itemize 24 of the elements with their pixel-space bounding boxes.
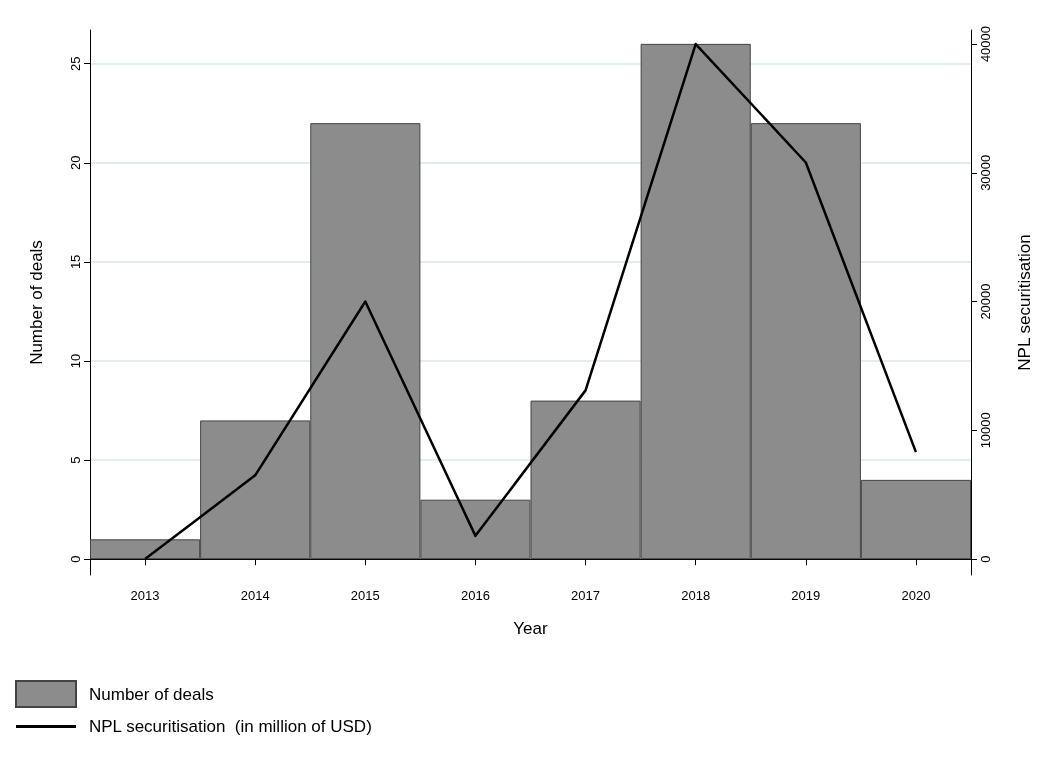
y-tick-label: 0 — [68, 555, 83, 563]
y2-tick-label: 20000 — [978, 283, 993, 320]
y2-tick-label: 40000 — [978, 25, 993, 63]
x-axis-title: Year — [513, 619, 549, 638]
y-tick-label: 10 — [68, 353, 83, 369]
y-axis-title: Number of deals — [27, 240, 46, 365]
x-tick-label: 2014 — [240, 588, 270, 603]
y2-tick-label: 10000 — [978, 412, 993, 449]
y-tick-label: 15 — [68, 254, 83, 270]
y2-tick-label: 0 — [978, 555, 993, 563]
x-tick-label: 2015 — [350, 588, 380, 603]
y-tick-label: 5 — [68, 456, 83, 464]
y-tick-label: 25 — [68, 56, 83, 71]
x-tick-label: 2019 — [791, 588, 821, 603]
y-tick-label: 20 — [68, 155, 83, 171]
x-tick-label: 2017 — [571, 588, 601, 603]
x-tick-label: 2020 — [901, 588, 931, 603]
x-tick-label: 2016 — [460, 588, 490, 603]
x-tick-label: 2013 — [130, 588, 160, 603]
y2-tick-label: 30000 — [978, 154, 993, 191]
legend-label: Number of deals — [89, 684, 214, 704]
legend-label: NPL securitisation (in million of USD) — [89, 717, 372, 736]
x-tick-label: 2018 — [681, 588, 711, 603]
y2-axis-title: NPL securitisation — [1015, 234, 1034, 371]
